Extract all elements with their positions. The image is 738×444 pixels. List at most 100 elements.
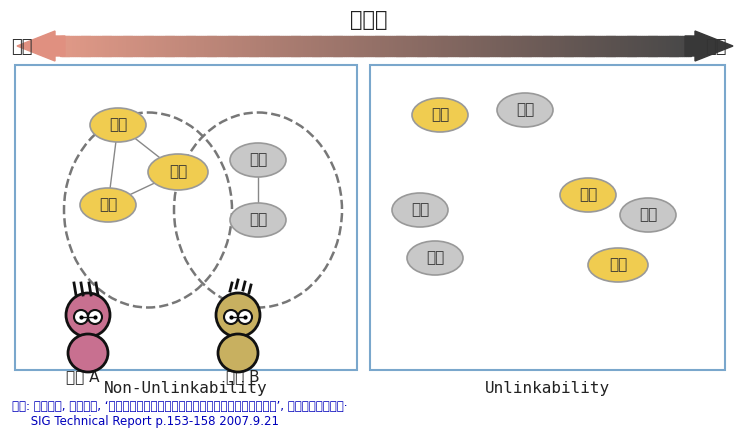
Bar bbox=[407, 36, 409, 56]
Text: 댓글: 댓글 bbox=[431, 107, 449, 123]
Bar bbox=[327, 36, 329, 56]
Bar bbox=[154, 36, 157, 56]
Text: SIG Technical Report p.153-158 2007.9.21: SIG Technical Report p.153-158 2007.9.21 bbox=[12, 415, 279, 428]
Bar bbox=[102, 36, 105, 56]
Bar bbox=[94, 36, 96, 56]
Text: 투고: 투고 bbox=[579, 187, 597, 202]
Bar bbox=[467, 36, 470, 56]
Bar bbox=[300, 36, 302, 56]
Bar bbox=[425, 36, 428, 56]
Text: 댓글: 댓글 bbox=[249, 213, 267, 227]
Bar bbox=[373, 36, 376, 56]
Bar bbox=[176, 36, 178, 56]
Bar bbox=[312, 36, 314, 56]
Bar bbox=[111, 36, 113, 56]
Bar bbox=[249, 36, 252, 56]
Ellipse shape bbox=[392, 193, 448, 227]
Bar bbox=[382, 36, 384, 56]
Bar bbox=[528, 36, 531, 56]
Bar bbox=[153, 36, 155, 56]
Bar bbox=[108, 36, 111, 56]
Bar bbox=[579, 36, 582, 56]
Bar bbox=[134, 36, 136, 56]
Ellipse shape bbox=[80, 188, 136, 222]
Bar bbox=[167, 36, 170, 56]
Bar bbox=[492, 36, 495, 56]
Bar bbox=[303, 36, 306, 56]
Bar bbox=[385, 36, 388, 56]
Bar bbox=[424, 36, 426, 56]
Bar bbox=[221, 36, 224, 56]
Bar bbox=[682, 36, 684, 56]
Bar bbox=[258, 36, 260, 56]
Bar bbox=[159, 36, 162, 56]
Ellipse shape bbox=[620, 198, 676, 232]
Bar bbox=[72, 36, 75, 56]
Bar bbox=[520, 36, 523, 56]
Bar bbox=[640, 36, 642, 56]
Text: 댓글: 댓글 bbox=[639, 207, 657, 222]
Bar bbox=[213, 36, 216, 56]
Bar bbox=[516, 36, 518, 56]
Bar bbox=[618, 36, 621, 56]
Bar bbox=[665, 36, 667, 56]
Bar bbox=[480, 36, 483, 56]
Bar bbox=[236, 36, 239, 56]
Bar bbox=[534, 36, 537, 56]
Bar bbox=[591, 36, 594, 56]
Bar bbox=[596, 36, 598, 56]
Bar bbox=[325, 36, 327, 56]
Bar bbox=[253, 36, 256, 56]
Bar bbox=[306, 36, 308, 56]
Bar bbox=[394, 36, 396, 56]
Bar bbox=[266, 36, 269, 56]
Bar bbox=[365, 36, 367, 56]
Bar bbox=[81, 36, 83, 56]
Bar bbox=[182, 36, 184, 56]
Bar bbox=[64, 36, 67, 56]
Bar bbox=[463, 36, 466, 56]
Bar bbox=[148, 36, 151, 56]
Bar bbox=[648, 36, 651, 56]
Bar bbox=[215, 36, 218, 56]
Bar bbox=[77, 36, 80, 56]
Bar bbox=[335, 36, 338, 56]
FancyArrow shape bbox=[685, 31, 733, 61]
Bar bbox=[446, 36, 449, 56]
Bar bbox=[600, 36, 602, 56]
Bar bbox=[494, 36, 497, 56]
Circle shape bbox=[66, 293, 110, 337]
Bar bbox=[656, 36, 659, 56]
Bar bbox=[348, 36, 351, 56]
Bar bbox=[683, 36, 686, 56]
Bar bbox=[127, 36, 130, 56]
Bar bbox=[438, 36, 441, 56]
Bar bbox=[173, 36, 176, 56]
Bar bbox=[291, 36, 294, 56]
Bar bbox=[106, 36, 108, 56]
Bar bbox=[205, 36, 207, 56]
Text: 낮음: 낮음 bbox=[11, 38, 32, 56]
Bar bbox=[455, 36, 458, 56]
Bar bbox=[667, 36, 669, 56]
Bar bbox=[675, 36, 678, 56]
Bar bbox=[89, 36, 92, 56]
Bar bbox=[404, 36, 407, 56]
Bar bbox=[680, 36, 682, 56]
Bar bbox=[278, 36, 281, 56]
Text: 투고: 투고 bbox=[516, 103, 534, 118]
Bar bbox=[451, 36, 453, 56]
Bar bbox=[474, 36, 476, 56]
Bar bbox=[568, 36, 570, 56]
Bar bbox=[85, 36, 88, 56]
Bar bbox=[345, 36, 348, 56]
Bar bbox=[71, 36, 73, 56]
Bar bbox=[472, 36, 475, 56]
Bar bbox=[163, 36, 165, 56]
Bar bbox=[190, 36, 193, 56]
Bar bbox=[263, 36, 266, 56]
Bar bbox=[616, 36, 619, 56]
Bar bbox=[201, 36, 203, 56]
Bar bbox=[686, 36, 689, 56]
Bar bbox=[241, 36, 244, 56]
